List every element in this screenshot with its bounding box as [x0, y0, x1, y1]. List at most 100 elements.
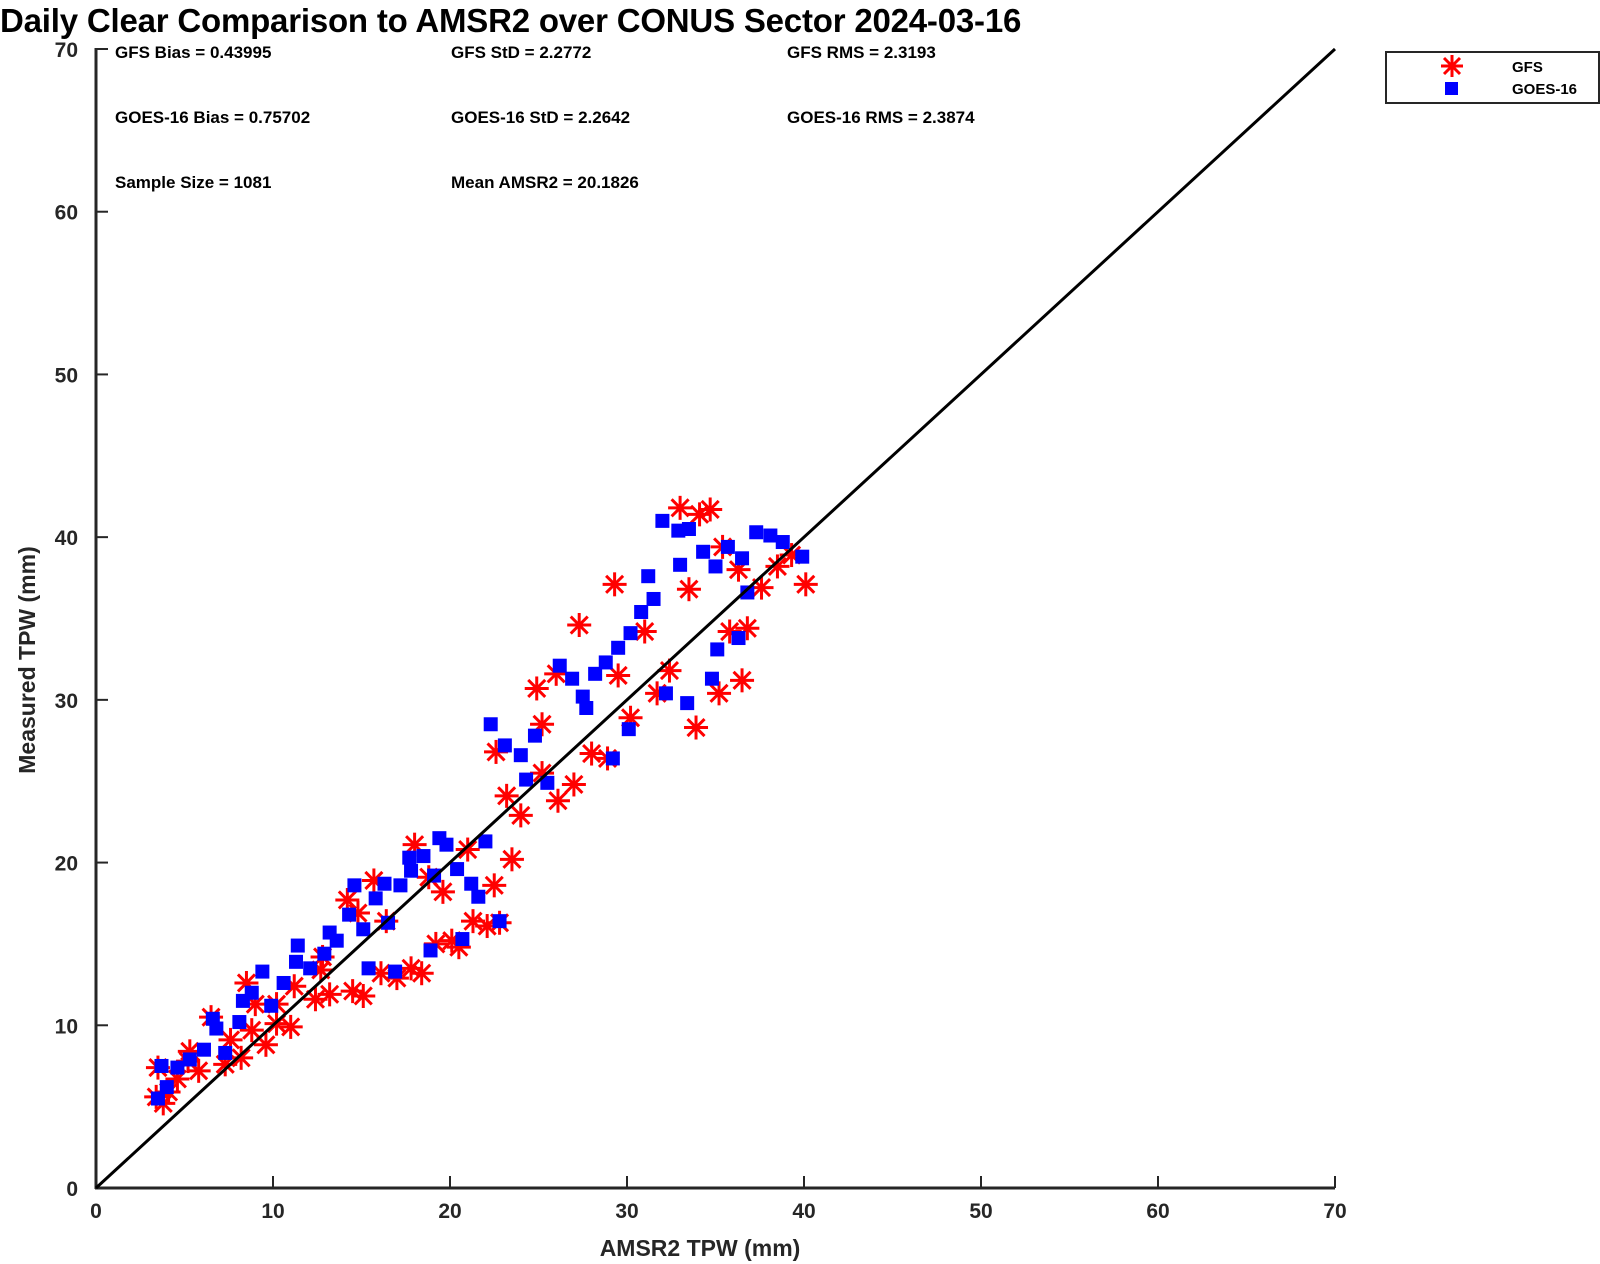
goes-16-point — [317, 946, 332, 961]
gfs-point — [278, 1014, 303, 1039]
goes-16-point — [322, 925, 337, 940]
goes-16-point — [575, 689, 590, 704]
goes-16-point — [605, 751, 620, 766]
gfs-point — [494, 783, 519, 808]
goes-16-point — [264, 998, 279, 1013]
goes-16-point — [763, 528, 778, 543]
goes-16-point — [527, 728, 542, 743]
goes-16-point — [205, 1011, 220, 1026]
gfs-point — [698, 497, 723, 522]
gfs-point — [618, 705, 643, 730]
gfs-point — [508, 803, 533, 828]
goes-16-point — [218, 1045, 233, 1060]
chart-title: Daily Clear Comparison to AMSR2 over CON… — [0, 2, 1022, 39]
stat-gfs-rms: GFS RMS = 2.3193 — [787, 43, 936, 62]
goes-16-point — [356, 922, 371, 937]
one-to-one-line — [94, 47, 1337, 1190]
goes-16-point — [464, 876, 479, 891]
gfs-point — [765, 554, 790, 579]
goes-16-point — [196, 1042, 211, 1057]
goes-16-point — [159, 1080, 174, 1095]
legend-goes-marker — [1445, 82, 1458, 95]
goes-16-point — [361, 961, 376, 976]
y-tick-label: 40 — [55, 527, 78, 550]
gfs-point — [793, 572, 818, 597]
goes-16-point — [232, 1015, 247, 1030]
stat-gfs-std: GFS StD = 2.2772 — [451, 43, 591, 62]
goes-16-point — [611, 640, 626, 655]
legend-box — [1385, 51, 1600, 104]
goes-16-point — [519, 772, 534, 787]
goes-16-point — [170, 1060, 185, 1075]
goes-16-point — [634, 604, 649, 619]
goes-16-point — [450, 862, 465, 877]
goes-16-point — [731, 631, 746, 646]
gfs-point — [561, 772, 586, 797]
goes-16-point — [552, 658, 567, 673]
x-tick-label: 30 — [615, 1200, 638, 1223]
x-tick-label: 60 — [1146, 1200, 1169, 1223]
legend-label-gfs: GFS — [1512, 59, 1543, 76]
gfs-point — [684, 715, 709, 740]
goes-16-point — [775, 535, 790, 550]
y-tick-label: 60 — [55, 202, 78, 225]
y-tick-label: 50 — [55, 364, 78, 387]
gfs-point — [351, 983, 376, 1008]
gfs-point — [707, 681, 732, 706]
goes-16-point — [671, 523, 686, 538]
stat-sample-size: Sample Size = 1081 — [115, 173, 271, 192]
goes-16-point — [646, 591, 661, 606]
goes-16-point — [673, 557, 688, 572]
goes-16-point — [154, 1058, 169, 1073]
goes-16-point — [681, 522, 696, 537]
goes-16-point — [735, 551, 750, 566]
x-tick-label: 70 — [1323, 1200, 1346, 1223]
stat-goes-std: GOES-16 StD = 2.2642 — [451, 108, 630, 127]
goes-16-point — [740, 585, 755, 600]
goes-16-point — [455, 932, 470, 947]
goes-16-point — [680, 696, 695, 711]
goes-16-point — [471, 889, 486, 904]
gfs-point — [545, 788, 570, 813]
gfs-point — [439, 928, 464, 953]
y-tick-label: 30 — [55, 690, 78, 713]
goes-16-point — [393, 878, 408, 893]
axis-tick-labels: 0 10 20 30 40 50 60 70 0 10 20 30 40 50 60 70 — [55, 39, 1347, 1223]
gfs-point — [499, 847, 524, 872]
goes-16-point — [540, 775, 555, 790]
goes-16-point — [423, 943, 438, 958]
goes-16-point — [710, 642, 725, 657]
stat-goes-bias: GOES-16 Bias = 0.75702 — [115, 108, 310, 127]
gfs-point — [409, 961, 434, 986]
goes-16-point — [598, 655, 613, 670]
gfs-point — [579, 741, 604, 766]
goes-16-point — [388, 964, 403, 979]
x-tick-label: 10 — [261, 1200, 284, 1223]
stat-goes-rms: GOES-16 RMS = 2.3874 — [787, 108, 975, 127]
goes-16-point — [795, 549, 810, 564]
gfs-point — [253, 1032, 278, 1057]
x-tick-label: 40 — [792, 1200, 815, 1223]
y-tick-label: 20 — [55, 853, 78, 876]
goes-16-point — [749, 525, 764, 540]
gfs-point — [317, 982, 342, 1007]
goes-16-point — [641, 569, 656, 584]
goes-16-point — [347, 878, 362, 893]
gfs-point — [482, 873, 507, 898]
goes-16-point — [235, 993, 250, 1008]
x-tick-label: 0 — [90, 1200, 102, 1223]
gfs-point — [218, 1027, 243, 1052]
y-tick-label: 10 — [55, 1015, 78, 1038]
gfs-point — [524, 676, 549, 701]
goes-16-point — [478, 834, 493, 849]
gfs-point — [602, 572, 627, 597]
goes-16-point — [404, 863, 419, 878]
y-tick-label: 0 — [66, 1178, 78, 1201]
goes-16-point — [416, 849, 431, 864]
gfs-point — [730, 668, 755, 693]
goes-16-point — [579, 700, 594, 715]
goes-16-point — [658, 686, 673, 701]
goes-16-point — [276, 975, 291, 990]
gfs-point — [430, 879, 455, 904]
